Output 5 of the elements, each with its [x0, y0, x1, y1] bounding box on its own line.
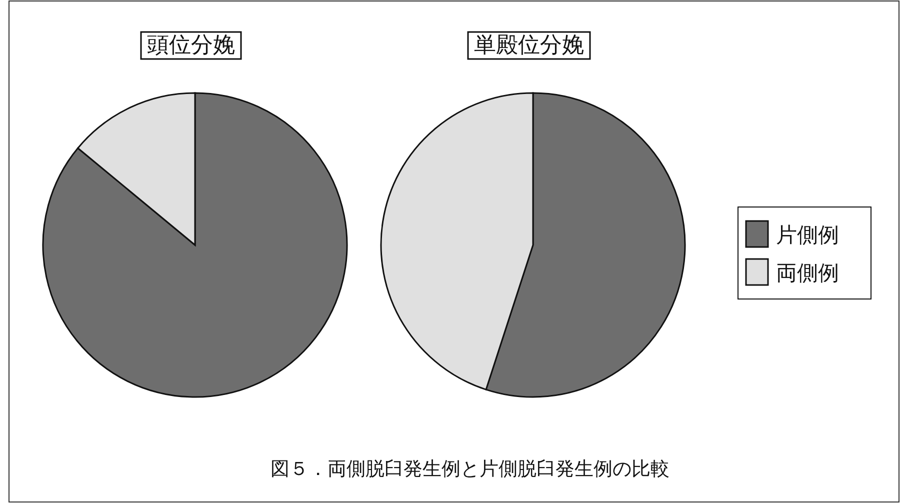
chart-title: 単殿位分娩	[474, 33, 584, 58]
legend-label: 片側例	[776, 223, 839, 247]
chart-title: 頭位分娩	[147, 33, 235, 58]
legend-label: 両側例	[776, 261, 839, 285]
caption: 図５．両側脱臼発生例と片側脱臼発生例の比較	[270, 458, 670, 480]
